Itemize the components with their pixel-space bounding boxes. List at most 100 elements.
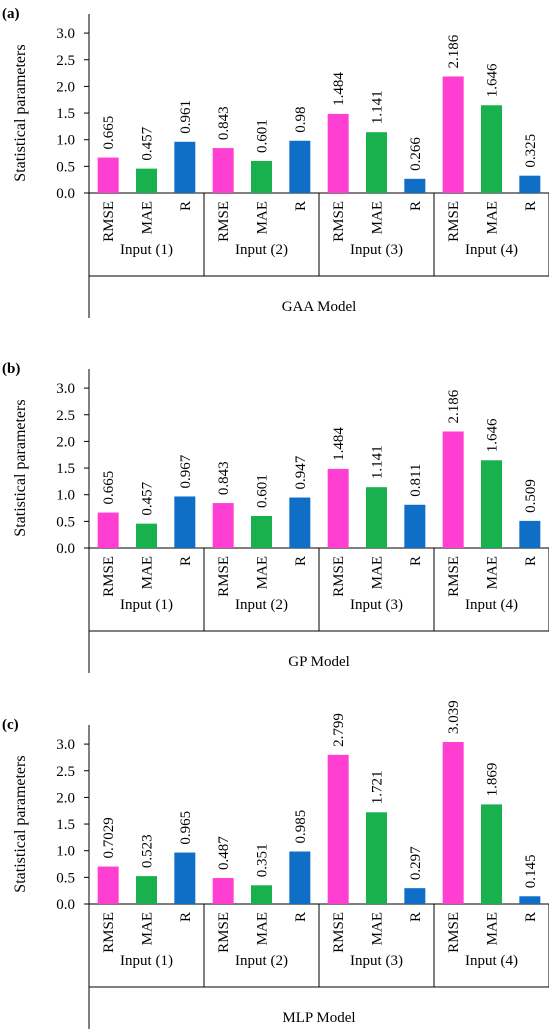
bar-r [289, 140, 311, 193]
category-label: R [293, 201, 309, 211]
category-label: MAE [370, 201, 386, 234]
category-label: RMSE [446, 556, 462, 597]
data-label: 0.457 [140, 481, 156, 515]
model-label: GAA Model [282, 299, 357, 315]
bar-mae [251, 885, 272, 904]
y-tick-label: 3.0 [56, 737, 75, 753]
group-label: Input (1) [120, 242, 173, 258]
y-tick-label: 0.0 [56, 897, 75, 913]
category-label: RMSE [216, 201, 232, 242]
bar-mae [136, 876, 157, 904]
y-tick-label: 0.5 [56, 159, 75, 175]
data-label: 0.665 [101, 471, 117, 505]
bar-rmse [97, 866, 119, 904]
category-label: R [408, 201, 424, 211]
model-label: GP Model [288, 654, 350, 670]
panel-label: (b) [2, 361, 20, 377]
data-label: 1.721 [370, 771, 386, 805]
data-label: 0.985 [293, 810, 309, 844]
group-label: Input (4) [465, 242, 518, 258]
group-label: Input (2) [235, 242, 288, 258]
data-label: 3.039 [446, 700, 462, 734]
category-label: RMSE [101, 556, 117, 597]
data-label: 1.141 [370, 445, 386, 479]
category-label: RMSE [331, 556, 347, 597]
bar-r [404, 888, 426, 904]
group-label: Input (4) [465, 953, 518, 969]
y-tick-label: 2.0 [56, 79, 75, 95]
data-label: 0.266 [408, 137, 424, 171]
group-label: Input (3) [350, 242, 403, 258]
chart-panel-b: (b) Statistical parameters 0.0 0.5 1.0 1.5 2.0… [2, 361, 549, 673]
category-label: RMSE [101, 912, 117, 953]
data-label: 0.811 [408, 464, 424, 497]
bar-r [289, 497, 311, 548]
category-label: R [293, 556, 309, 566]
panel-label: (c) [2, 717, 19, 733]
bar-r [519, 175, 541, 193]
data-label: 0.145 [523, 855, 539, 889]
data-label: 0.601 [255, 119, 271, 153]
bar-rmse [212, 503, 234, 548]
category-label: R [523, 556, 539, 566]
data-label: 2.186 [446, 389, 462, 423]
bar-r [174, 496, 196, 548]
data-label: 0.523 [140, 834, 156, 868]
category-label: RMSE [446, 912, 462, 953]
bar-mae [251, 515, 272, 548]
y-tick-label: 2.0 [56, 790, 75, 806]
data-label: 1.484 [331, 72, 347, 106]
bar-rmse [97, 157, 119, 193]
category-label: RMSE [446, 201, 462, 242]
category-label: RMSE [331, 912, 347, 953]
y-tick-label: 0.0 [56, 541, 75, 557]
y-tick-label: 0.5 [56, 514, 75, 530]
bar-r [519, 520, 541, 548]
bar-mae [136, 168, 157, 193]
group-label: Input (1) [120, 597, 173, 613]
data-label: 0.601 [255, 474, 271, 508]
panel-label: (a) [2, 6, 20, 22]
data-label: 0.98 [293, 107, 309, 133]
y-tick-label: 2.0 [56, 434, 75, 450]
chart-panel-a: (a) Statistical parameters 0.0 0.5 1.0 1.5 2.0… [2, 6, 549, 318]
bar-rmse [212, 878, 234, 904]
bar-r [404, 178, 426, 193]
data-label: 1.646 [485, 63, 501, 97]
category-label: MAE [485, 556, 501, 589]
data-label: 0.457 [140, 126, 156, 160]
y-tick-label: 1.0 [56, 133, 75, 149]
data-label: 0.509 [523, 479, 539, 513]
category-label: MAE [485, 201, 501, 234]
data-label: 0.965 [178, 811, 194, 845]
bar-rmse [442, 76, 464, 193]
data-label: 1.484 [331, 427, 347, 461]
data-label: 0.325 [523, 134, 539, 168]
bar-mae [481, 105, 502, 193]
y-tick-label: 1.0 [56, 488, 75, 504]
data-label: 0.967 [178, 454, 194, 488]
data-label: 0.843 [216, 461, 232, 495]
group-label: Input (4) [465, 597, 518, 613]
y-tick-label: 2.5 [56, 764, 75, 780]
group-label: Input (2) [235, 953, 288, 969]
category-label: RMSE [331, 201, 347, 242]
bar-r [289, 851, 311, 904]
bar-rmse [327, 754, 349, 904]
bar-r [174, 852, 196, 904]
y-tick-label: 1.0 [56, 844, 75, 860]
group-label: Input (3) [350, 597, 403, 613]
group-label: Input (3) [350, 953, 403, 969]
bar-rmse [97, 512, 119, 548]
bar-rmse [212, 148, 234, 193]
bar-mae [366, 812, 387, 904]
data-label: 0.7029 [101, 817, 117, 858]
category-label: RMSE [216, 912, 232, 953]
data-label: 0.961 [178, 100, 194, 134]
y-tick-label: 0.0 [56, 186, 75, 202]
category-label: MAE [255, 912, 271, 945]
category-label: R [408, 912, 424, 922]
category-label: R [293, 912, 309, 922]
data-label: 1.141 [370, 90, 386, 124]
